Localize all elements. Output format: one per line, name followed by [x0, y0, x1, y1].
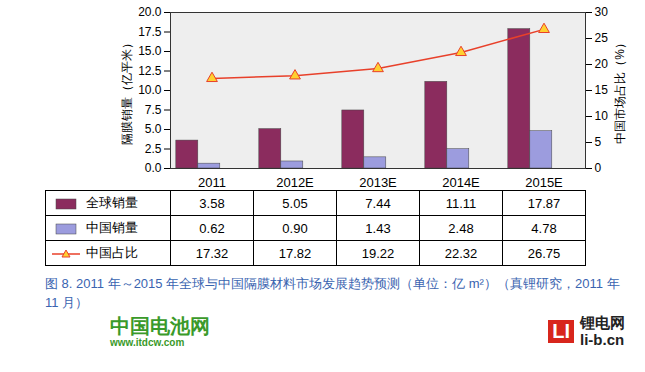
html-text:锂电网: 锂电网: [580, 314, 625, 331]
svg-text:2015E: 2015E: [525, 175, 563, 190]
html-text:0.62: 0.62: [199, 220, 225, 236]
svg-text:0.0: 0.0: [145, 161, 162, 175]
svg-text:17.5: 17.5: [138, 25, 162, 39]
html-text:全球销量: 全球销量: [86, 195, 138, 210]
svg-text:2.5: 2.5: [145, 142, 162, 156]
svg-text:2012E: 2012E: [276, 175, 314, 190]
svg-text:20.0: 20.0: [138, 5, 162, 19]
html-text:3.58: 3.58: [199, 195, 225, 211]
html-text:www.itdcw.com: www.itdcw.com: [110, 336, 185, 348]
html-text:中国占比: 中国占比: [86, 245, 138, 260]
html-text:中国销量: 中国销量: [86, 220, 138, 235]
svg-text:5.0: 5.0: [145, 122, 162, 136]
svg-text:2013E: 2013E: [359, 175, 397, 190]
html-text:17.82: 17.82: [278, 245, 312, 261]
svg-text:15: 15: [595, 83, 609, 97]
html-text:4.78: 4.78: [531, 220, 557, 236]
html-text:图 8. 2011 年～2015 年全球与中国隔膜材料市场发: 图 8. 2011 年～2015 年全球与中国隔膜材料市场发展趋势预测（单位：亿…: [45, 276, 620, 310]
html-text:17.87: 17.87: [527, 195, 561, 211]
svg-text:10.0: 10.0: [138, 83, 162, 97]
html-text:中国电池网: 中国电池网: [110, 314, 210, 337]
html-text:26.75: 26.75: [527, 245, 561, 261]
svg-text:15.0: 15.0: [138, 44, 162, 58]
html-text:li-b.cn: li-b.cn: [580, 331, 625, 348]
html-text:19.22: 19.22: [361, 245, 395, 261]
html-text:17.32: 17.32: [195, 245, 229, 261]
svg-text:25: 25: [595, 31, 609, 45]
svg-text:2014E: 2014E: [442, 175, 480, 190]
html-text:LI: LI: [552, 319, 570, 342]
svg-text:7.5: 7.5: [145, 103, 162, 117]
svg-text:中国市场占比（%）: 中国市场占比（%）: [613, 37, 627, 144]
svg-text:2011: 2011: [198, 175, 226, 190]
svg-text:隔膜销量（亿平米）: 隔膜销量（亿平米）: [120, 37, 134, 145]
svg-text:10: 10: [595, 109, 609, 123]
svg-text:30: 30: [595, 5, 609, 19]
svg-text:20: 20: [595, 57, 609, 71]
html-text:0.90: 0.90: [282, 220, 308, 236]
html-text:22.32: 22.32: [444, 245, 478, 261]
svg-text:0: 0: [595, 161, 602, 175]
html-text:5.05: 5.05: [282, 195, 308, 211]
html-text:11.11: 11.11: [445, 195, 477, 211]
svg-text:12.5: 12.5: [138, 64, 162, 78]
html-text:1.43: 1.43: [365, 220, 391, 236]
svg-text:5: 5: [595, 135, 602, 149]
html-text:7.44: 7.44: [365, 195, 391, 211]
html-text:2.48: 2.48: [448, 220, 474, 236]
